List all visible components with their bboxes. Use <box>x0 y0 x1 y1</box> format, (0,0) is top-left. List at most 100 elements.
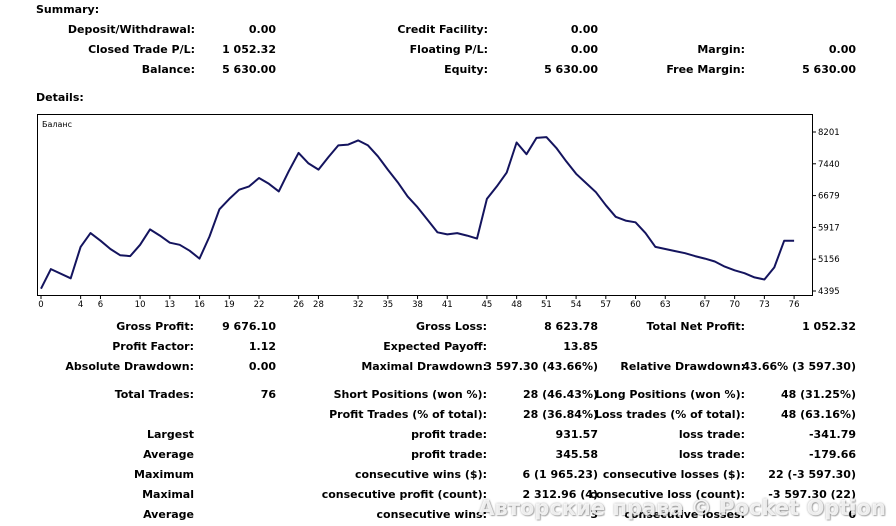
floating-pl-value: 0.00 <box>570 43 598 56</box>
y-tick-label: 5156 <box>818 255 840 265</box>
relative-drawdown-value: 43.66% (3 597.30) <box>742 360 856 373</box>
max-consecutive-losses-value: 22 (-3 597.30) <box>768 468 856 481</box>
x-tick-label: 19 <box>224 300 235 309</box>
x-tick-label: 73 <box>759 300 770 309</box>
y-tick-label: 7440 <box>818 160 840 170</box>
average-profit-value: 345.58 <box>555 448 598 461</box>
floating-pl-label: Floating P/L: <box>409 43 488 56</box>
x-tick-label: 41 <box>442 300 453 309</box>
deposit-label: Deposit/Withdrawal: <box>67 23 195 36</box>
balance-value: 5 630.00 <box>222 63 276 76</box>
profit-trades-label: Profit Trades (% of total): <box>329 408 487 421</box>
gross-loss-value: 8 623.78 <box>544 320 598 333</box>
y-tick-label: 5917 <box>818 223 840 233</box>
y-tick-label: 8201 <box>818 128 840 138</box>
x-tick-label: 60 <box>630 300 641 309</box>
avg-consecutive-wins-value: 3 <box>590 508 598 521</box>
maximum-label: Maximum <box>134 468 194 481</box>
x-tick-label: 76 <box>789 300 800 309</box>
largest-loss-value: -341.79 <box>808 428 856 441</box>
absolute-drawdown-value: 0.00 <box>248 360 276 373</box>
avg-consecutive-losses-label: consecutive losses: <box>624 508 745 521</box>
gross-loss-label: Gross Loss: <box>416 320 487 333</box>
details-heading: Details: <box>36 91 84 104</box>
largest-label: Largest <box>147 428 194 441</box>
average-profit-label: profit trade: <box>411 448 487 461</box>
x-tick-label: 67 <box>699 300 710 309</box>
average-label: Average <box>143 448 194 461</box>
max-consecutive-losses-label: consecutive losses ($): <box>602 468 745 481</box>
x-tick-label: 35 <box>382 300 393 309</box>
x-tick-label: 48 <box>511 300 522 309</box>
avg-consecutive-wins-label: consecutive wins: <box>376 508 487 521</box>
short-positions-label: Short Positions (won %): <box>333 388 487 401</box>
long-positions-label: Long Positions (won %): <box>595 388 745 401</box>
x-tick-label: 45 <box>481 300 492 309</box>
chart-title: Баланс <box>42 120 72 129</box>
closed-pl-value: 1 052.32 <box>222 43 276 56</box>
short-positions-value: 28 (46.43%) <box>522 388 598 401</box>
x-tick-label: 38 <box>412 300 423 309</box>
largest-loss-label: loss trade: <box>678 428 745 441</box>
x-tick-label: 6 <box>98 300 103 309</box>
x-tick-label: 16 <box>194 300 205 309</box>
maximal-label: Maximal <box>142 488 194 501</box>
equity-value: 5 630.00 <box>544 63 598 76</box>
absolute-drawdown-label: Absolute Drawdown: <box>65 360 194 373</box>
maximal-consecutive-profit-value: 2 312.96 (4) <box>522 488 598 501</box>
x-tick-label: 10 <box>135 300 146 309</box>
expected-payoff-value: 13.85 <box>563 340 598 353</box>
gross-profit-label: Gross Profit: <box>116 320 194 333</box>
y-tick-label: 4395 <box>818 287 840 297</box>
total-trades-label: Total Trades: <box>114 388 194 401</box>
x-tick-label: 4 <box>78 300 83 309</box>
largest-profit-label: profit trade: <box>411 428 487 441</box>
x-tick-label: 63 <box>660 300 671 309</box>
largest-profit-value: 931.57 <box>555 428 598 441</box>
maximal-consecutive-loss-value: -3 597.30 (22) <box>768 488 856 501</box>
maximal-consecutive-profit-label: consecutive profit (count): <box>321 488 487 501</box>
total-net-profit-label: Total Net Profit: <box>646 320 746 333</box>
summary-heading: Summary: <box>36 3 100 16</box>
closed-pl-label: Closed Trade P/L: <box>88 43 195 56</box>
total-net-profit-value: 1 052.32 <box>802 320 856 333</box>
free-margin-label: Free Margin: <box>666 63 745 76</box>
x-tick-label: 22 <box>254 300 265 309</box>
balance-series-line <box>40 136 795 290</box>
x-tick-label: 28 <box>313 300 324 309</box>
y-tick-label: 6679 <box>818 192 840 202</box>
profit-trades-value: 28 (36.84%) <box>522 408 598 421</box>
long-positions-value: 48 (31.25%) <box>780 388 856 401</box>
x-tick-label: 26 <box>293 300 304 309</box>
maximal-drawdown-value: 3 597.30 (43.66%) <box>484 360 598 373</box>
margin-value: 0.00 <box>828 43 856 56</box>
loss-trades-value: 48 (63.16%) <box>780 408 856 421</box>
credit-value: 0.00 <box>570 23 598 36</box>
loss-trades-label: Loss trades (% of total): <box>594 408 745 421</box>
avg-consecutive-losses-value: 6 <box>848 508 856 521</box>
total-trades-value: 76 <box>260 388 276 401</box>
copyright-watermark: Авторские права © Pocket Option <box>478 496 886 520</box>
x-tick-label: 54 <box>571 300 582 309</box>
average-consecutive-label: Average <box>143 508 194 521</box>
balance-chart: Баланс 8201 7440 6679 5917 5156 4395 0 4 6 10 13 1… <box>37 114 840 309</box>
x-tick-label: 57 <box>600 300 611 309</box>
maximal-drawdown-label: Maximal Drawdown: <box>361 360 487 373</box>
profit-factor-label: Profit Factor: <box>112 340 194 353</box>
x-tick-label: 51 <box>541 300 552 309</box>
balance-label: Balance: <box>141 63 195 76</box>
x-tick-label: 32 <box>353 300 364 309</box>
average-loss-label: loss trade: <box>678 448 745 461</box>
x-tick-label: 70 <box>729 300 740 309</box>
average-loss-value: -179.66 <box>808 448 856 461</box>
deposit-value: 0.00 <box>248 23 276 36</box>
gross-profit-value: 9 676.10 <box>222 320 276 333</box>
chart-plot-area <box>37 114 813 296</box>
credit-label: Credit Facility: <box>397 23 488 36</box>
relative-drawdown-label: Relative Drawdown: <box>620 360 745 373</box>
x-tick-label: 0 <box>38 300 43 309</box>
maximal-consecutive-loss-label: consecutive loss (count): <box>589 488 745 501</box>
expected-payoff-label: Expected Payoff: <box>383 340 487 353</box>
margin-label: Margin: <box>697 43 745 56</box>
profit-factor-value: 1.12 <box>248 340 276 353</box>
